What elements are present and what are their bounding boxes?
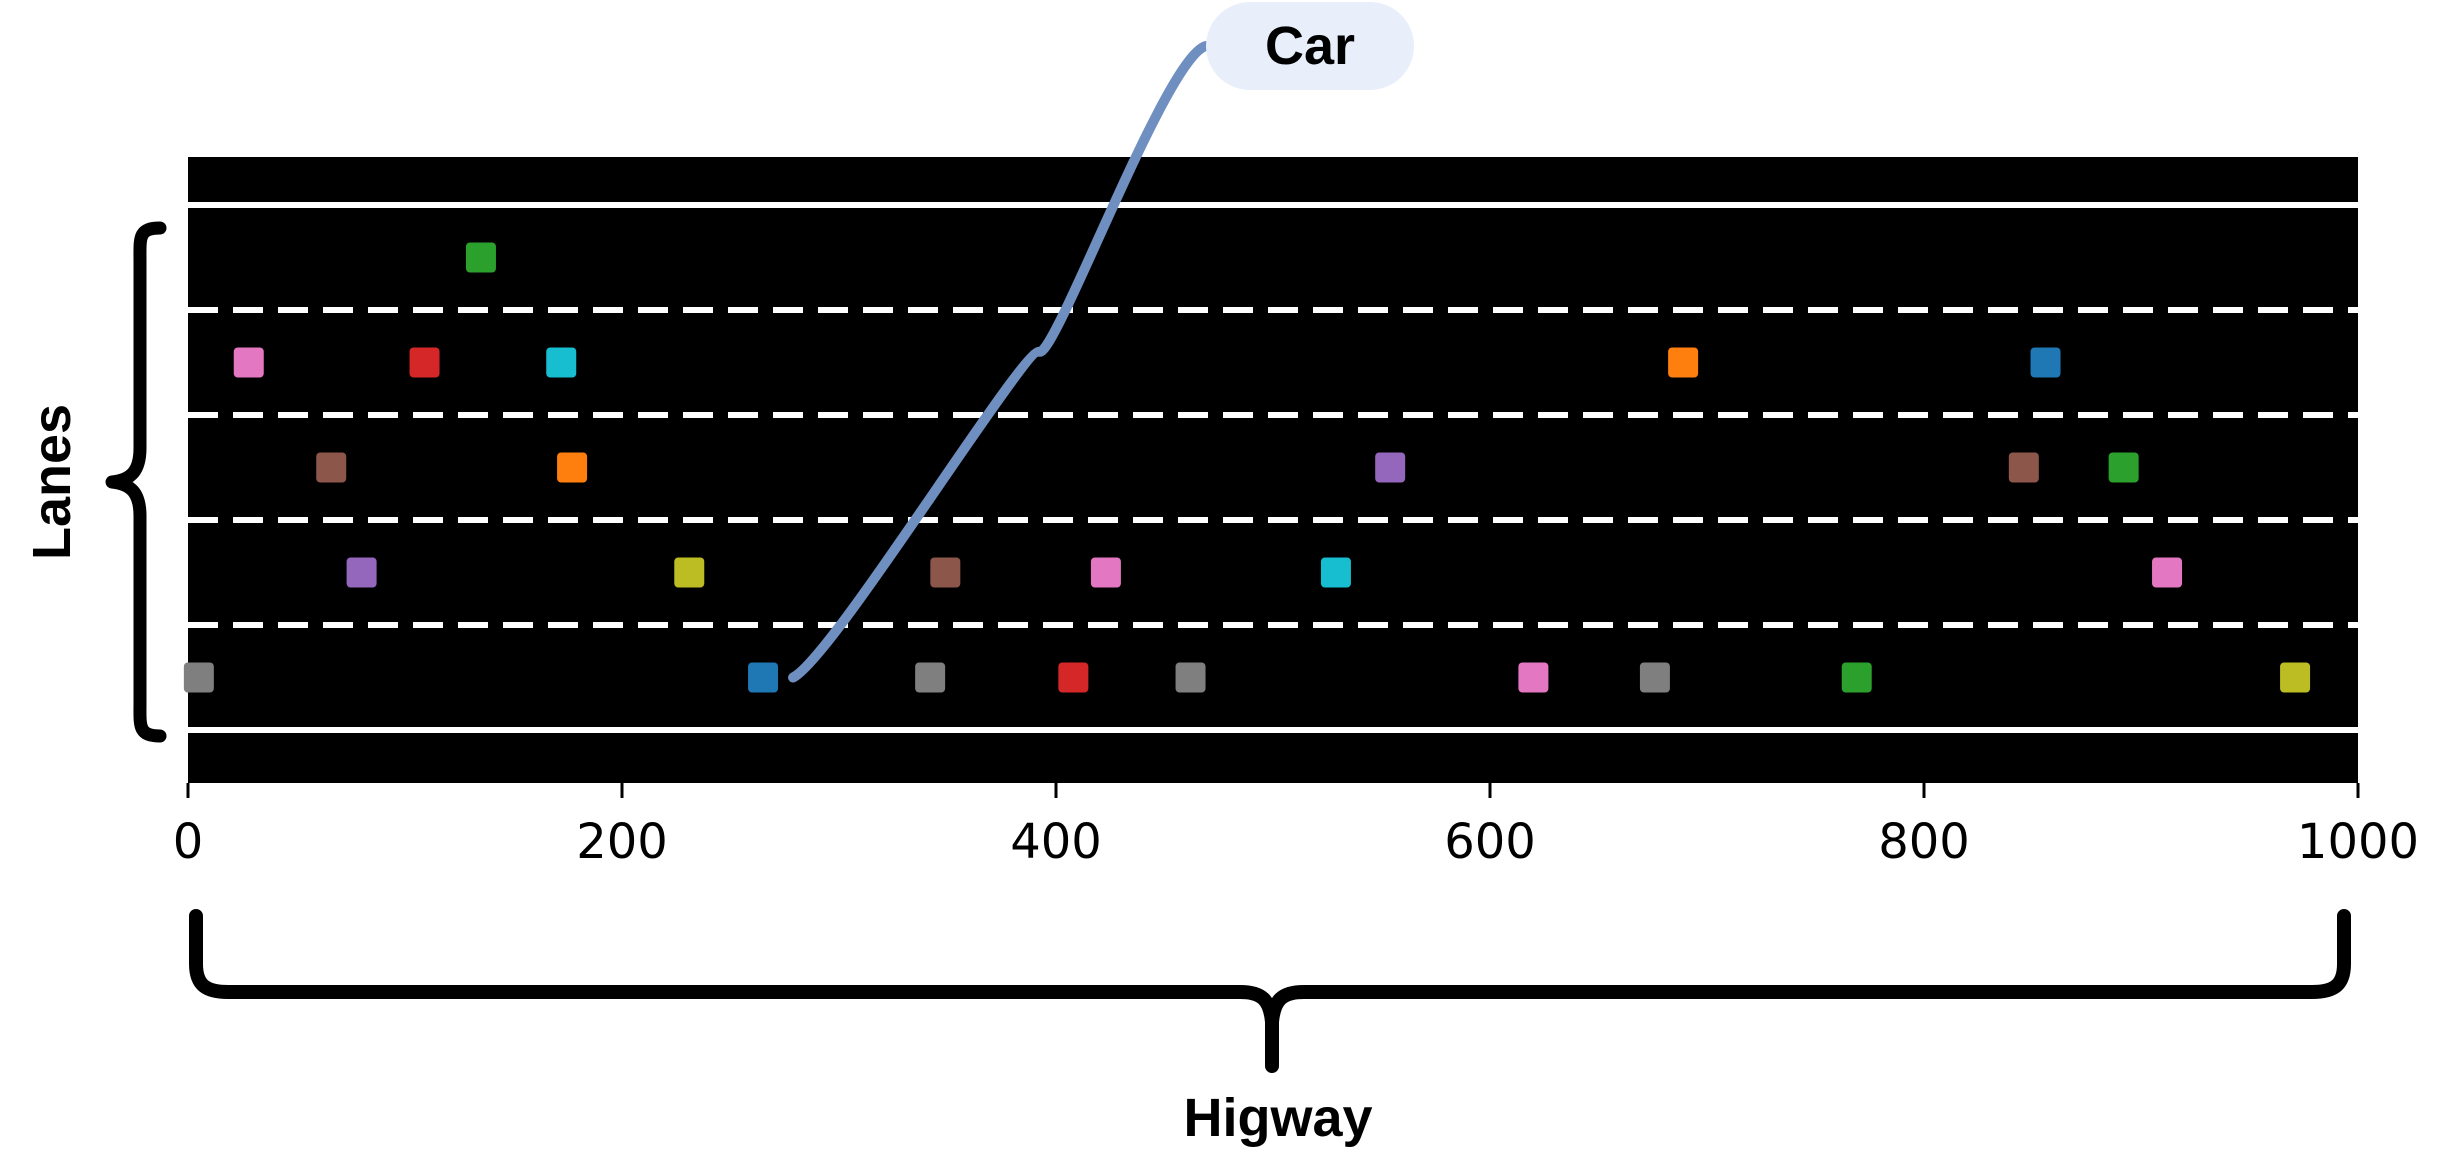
car-marker [674, 557, 705, 588]
x-tick-label: 600 [1444, 814, 1536, 870]
x-tick-label: 200 [576, 814, 668, 870]
x-axis-ticks: 0 200 400 600 800 1000 [173, 783, 2419, 870]
car-marker [2008, 452, 2039, 483]
car-marker [2152, 557, 2183, 588]
car-marker [1175, 662, 1206, 693]
car-marker [1058, 662, 1089, 693]
car-marker [1841, 662, 1872, 693]
car-marker [2108, 452, 2139, 483]
car-marker [183, 662, 214, 693]
lane-lines [188, 202, 2358, 733]
car-marker [2030, 347, 2061, 378]
car-marker [1518, 662, 1549, 693]
highway-road [188, 157, 2358, 783]
car-callout-bubble [1206, 2, 1414, 90]
car-marker [316, 452, 347, 483]
cars [183, 242, 2311, 693]
car-marker [1320, 557, 1351, 588]
x-tick-label: 0 [173, 814, 204, 870]
car-marker [1639, 662, 1670, 693]
highway-label: Higway [1183, 1088, 1372, 1148]
car-marker [748, 662, 779, 693]
lanes-brace [105, 221, 167, 743]
car-marker [346, 557, 377, 588]
car-marker [546, 347, 577, 378]
car-marker [915, 662, 946, 693]
car-marker [930, 557, 961, 588]
car-marker [1090, 557, 1121, 588]
x-tick-label: 400 [1010, 814, 1102, 870]
highway-brace [189, 909, 2351, 1073]
car-marker [465, 242, 496, 273]
car-marker [2280, 662, 2311, 693]
car-callout-line [788, 41, 1211, 683]
lanes-label: Lanes [22, 404, 82, 560]
car-label: Car [1265, 16, 1355, 76]
x-tick-label: 1000 [2297, 814, 2419, 870]
car-marker [1668, 347, 1699, 378]
car-marker [233, 347, 264, 378]
car-marker [409, 347, 440, 378]
car-marker [1375, 452, 1406, 483]
x-tick-label: 800 [1878, 814, 1970, 870]
car-marker [557, 452, 588, 483]
